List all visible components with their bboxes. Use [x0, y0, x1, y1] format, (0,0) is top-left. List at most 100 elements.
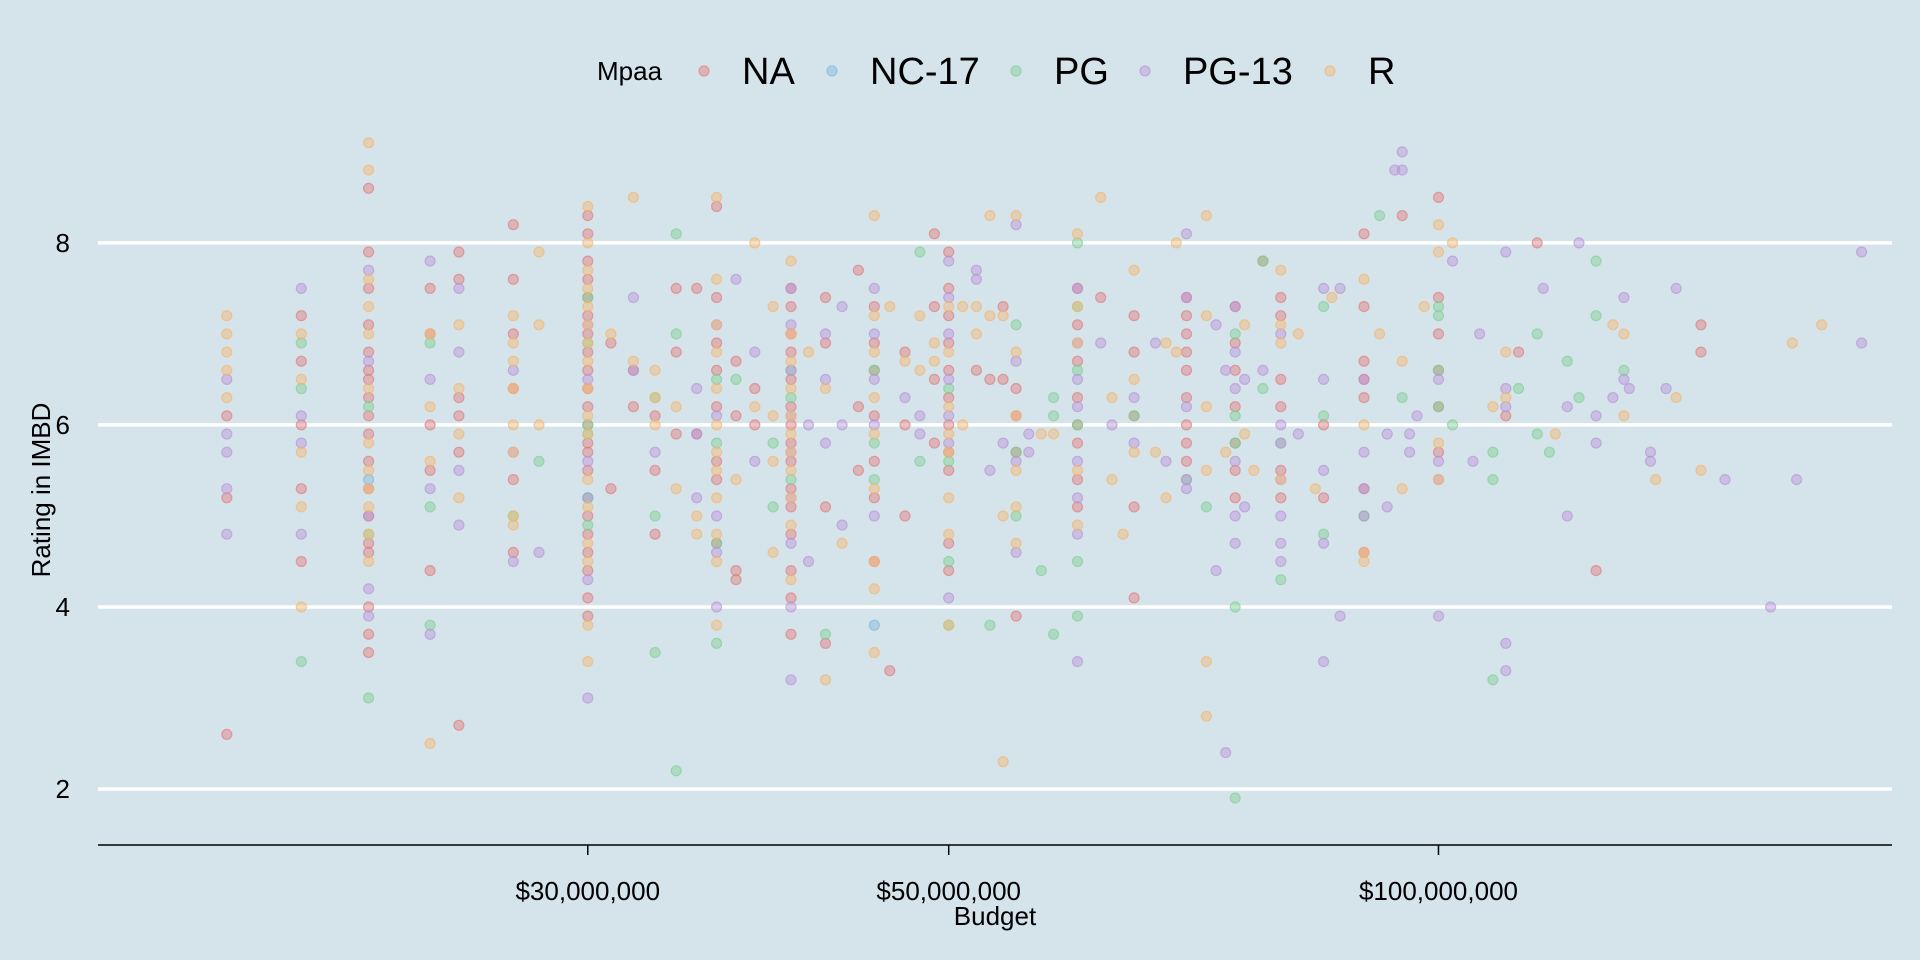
data-point [1071, 555, 1084, 568]
data-point [582, 446, 594, 458]
data-point [1411, 410, 1423, 422]
data-point [868, 492, 880, 504]
data-point [868, 364, 880, 376]
data-point [424, 373, 436, 385]
data-point [363, 537, 375, 549]
data-point [943, 301, 955, 313]
data-point [1210, 564, 1222, 577]
data-point [627, 364, 640, 376]
data-point [1396, 164, 1408, 176]
legend-title: Mpaa [597, 56, 663, 86]
data-point [1317, 301, 1330, 313]
data-point [424, 483, 436, 495]
data-point [295, 328, 307, 340]
data-point [582, 264, 594, 276]
data-point [1358, 546, 1370, 559]
data-point [970, 364, 983, 376]
data-point [1071, 519, 1084, 531]
data-point [582, 337, 594, 349]
data-point [767, 455, 779, 467]
data-point [1317, 655, 1330, 668]
data-point [1128, 446, 1140, 458]
data-point [1561, 401, 1573, 413]
data-point [582, 519, 594, 531]
data-point [1010, 464, 1022, 476]
data-point [1531, 428, 1543, 440]
data-point [710, 510, 723, 522]
data-point [1573, 392, 1585, 404]
legend-key [1324, 65, 1336, 77]
data-point [1719, 474, 1731, 486]
data-point [785, 428, 797, 440]
data-point [1317, 464, 1330, 476]
data-point [868, 410, 880, 422]
data-point [582, 464, 594, 476]
data-point [1010, 510, 1022, 522]
data-point [582, 610, 594, 622]
data-point [1358, 510, 1370, 522]
data-point [363, 610, 375, 622]
data-point [295, 655, 307, 668]
data-point [943, 246, 955, 258]
data-point [997, 437, 1009, 449]
data-point [582, 574, 594, 586]
data-point [1248, 464, 1260, 476]
data-point [507, 310, 519, 322]
data-point [819, 501, 832, 513]
data-point [1432, 291, 1445, 304]
data-point [582, 291, 594, 304]
data-point [868, 373, 880, 385]
data-point [1229, 537, 1241, 549]
data-point [1623, 382, 1635, 395]
data-point [1010, 455, 1022, 467]
data-point [984, 310, 996, 322]
data-point [1317, 373, 1330, 385]
data-point [1200, 310, 1213, 322]
data-point [1035, 428, 1047, 440]
data-point [1238, 428, 1251, 440]
data-point [943, 619, 955, 631]
data-point [785, 564, 797, 577]
data-point [363, 483, 375, 495]
data-point [605, 328, 617, 340]
data-point [605, 483, 617, 495]
data-point [1432, 301, 1445, 313]
data-point [582, 555, 594, 568]
y-tick-label: 4 [56, 592, 70, 622]
data-point [1117, 528, 1129, 540]
data-point [943, 392, 955, 404]
data-point [1010, 319, 1022, 331]
data-point [363, 182, 375, 194]
x-tick-label: $30,000,000 [515, 876, 660, 906]
data-point [852, 401, 865, 413]
data-point [1500, 665, 1512, 677]
data-point [295, 437, 307, 449]
data-point [1229, 401, 1241, 413]
data-point [363, 392, 375, 404]
data-point [627, 401, 640, 413]
data-point [649, 464, 661, 476]
data-point [868, 483, 880, 495]
data-point [582, 273, 594, 285]
data-point [533, 419, 545, 431]
data-point [710, 337, 723, 349]
data-point [221, 483, 233, 495]
data-point [507, 510, 519, 522]
data-point [1607, 392, 1619, 404]
data-point [984, 619, 996, 631]
data-point [691, 492, 703, 504]
data-point [1275, 574, 1287, 586]
data-point [1071, 501, 1084, 513]
data-point [1790, 474, 1803, 486]
data-point [710, 382, 723, 395]
data-point [749, 419, 761, 431]
data-point [605, 337, 617, 349]
data-point [868, 419, 880, 431]
data-point [997, 373, 1009, 385]
data-point [1149, 446, 1162, 458]
data-point [295, 483, 307, 495]
data-point [1200, 401, 1213, 413]
data-point [943, 564, 955, 577]
data-point [1432, 246, 1445, 258]
